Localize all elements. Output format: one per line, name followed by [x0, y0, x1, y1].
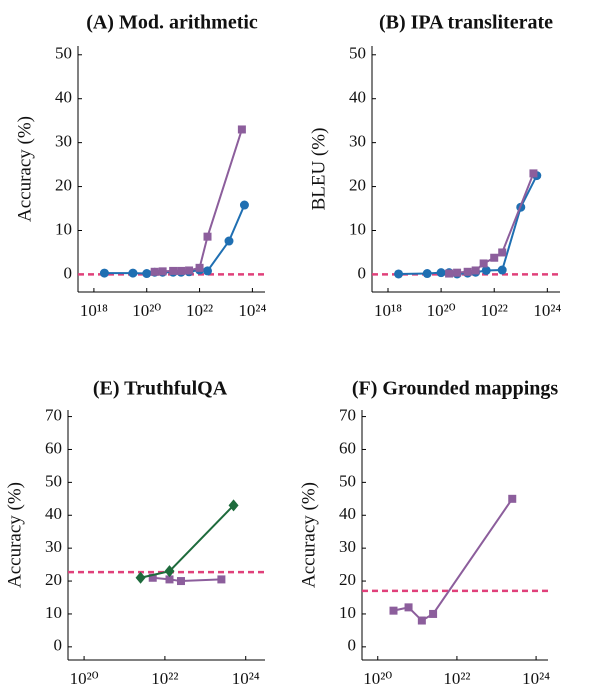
point — [463, 267, 472, 276]
series-line — [104, 204, 246, 275]
y-axis-label: Accuracy (%) — [298, 482, 319, 588]
series-line — [152, 576, 222, 583]
y-tick-label: 30 — [55, 132, 72, 151]
point — [429, 609, 438, 618]
y-tick-label: 20 — [55, 175, 72, 194]
point — [99, 268, 109, 278]
point — [195, 263, 204, 272]
point — [498, 248, 507, 257]
y-tick-label: 0 — [358, 263, 367, 282]
point — [497, 265, 507, 275]
y-axis-label: Accuracy (%) — [4, 482, 25, 588]
y-tick-label: 60 — [45, 438, 62, 457]
point — [394, 269, 404, 279]
y-tick-label: 20 — [339, 570, 356, 589]
point — [481, 265, 491, 275]
point — [404, 603, 413, 612]
panel-title: (F) Grounded mappings — [352, 378, 559, 400]
y-tick-label: 0 — [54, 636, 63, 655]
point — [453, 268, 462, 277]
x-tick-label: 10²⁴ — [232, 669, 260, 688]
point — [142, 269, 152, 279]
series-line — [140, 504, 235, 579]
point — [237, 125, 246, 134]
y-tick-label: 40 — [55, 88, 72, 107]
point — [169, 266, 178, 275]
y-axis-label: BLEU (%) — [308, 128, 329, 211]
y-tick-label: 10 — [45, 603, 62, 622]
point — [176, 577, 185, 586]
panel-title: (A) Mod. arithmetic — [86, 12, 258, 34]
y-tick-label: 40 — [349, 88, 366, 107]
y-tick-label: 30 — [45, 537, 62, 556]
y-tick-label: 10 — [55, 219, 72, 238]
x-tick-label: 10²² — [481, 301, 508, 320]
y-tick-label: 50 — [339, 471, 356, 490]
point — [158, 267, 167, 276]
x-tick-label: 10¹⁸ — [80, 301, 108, 320]
y-tick-label: 70 — [339, 405, 356, 424]
series-line — [393, 498, 514, 622]
x-tick-label: 10¹⁸ — [374, 301, 402, 320]
point — [228, 499, 239, 512]
point — [490, 253, 499, 262]
point — [185, 266, 194, 275]
y-tick-label: 40 — [45, 504, 62, 523]
y-tick-label: 50 — [45, 471, 62, 490]
y-tick-label: 0 — [348, 636, 357, 655]
point — [436, 268, 446, 278]
series-line — [398, 175, 538, 275]
point — [128, 268, 138, 278]
x-tick-label: 10²⁰ — [363, 669, 392, 688]
point — [239, 200, 249, 210]
point — [203, 232, 212, 241]
panel-title: (B) IPA transliterate — [379, 12, 553, 34]
x-tick-label: 10²⁴ — [533, 301, 561, 320]
point — [165, 575, 174, 584]
point — [148, 573, 157, 582]
point — [529, 169, 538, 178]
y-tick-label: 50 — [55, 44, 72, 63]
x-tick-label: 10²⁰ — [427, 301, 456, 320]
x-tick-label: 10²⁴ — [522, 669, 550, 688]
point — [150, 267, 159, 276]
point — [224, 236, 234, 246]
point — [422, 269, 432, 279]
point — [508, 494, 517, 503]
x-tick-label: 10²⁴ — [238, 301, 266, 320]
point — [217, 575, 226, 584]
point — [479, 259, 488, 268]
point — [135, 571, 146, 584]
y-tick-label: 20 — [45, 570, 62, 589]
point — [417, 616, 426, 625]
x-tick-label: 10²⁰ — [70, 669, 99, 688]
y-tick-label: 20 — [349, 175, 366, 194]
y-tick-label: 30 — [339, 537, 356, 556]
y-tick-label: 40 — [339, 504, 356, 523]
x-tick-label: 10²² — [443, 669, 470, 688]
series-line — [154, 129, 243, 273]
y-tick-label: 30 — [349, 132, 366, 151]
y-tick-label: 0 — [64, 263, 73, 282]
y-tick-label: 50 — [349, 44, 366, 63]
y-tick-label: 10 — [349, 219, 366, 238]
x-tick-label: 10²² — [186, 301, 213, 320]
point — [177, 266, 186, 275]
point — [164, 565, 175, 578]
x-tick-label: 10²² — [151, 669, 178, 688]
y-tick-label: 70 — [45, 405, 62, 424]
point — [445, 269, 454, 278]
y-axis-label: Accuracy (%) — [14, 116, 35, 222]
x-tick-label: 10²⁰ — [132, 301, 161, 320]
point — [203, 266, 213, 276]
panel-title: (E) TruthfulQA — [93, 378, 228, 400]
point — [471, 266, 480, 275]
y-tick-label: 60 — [339, 438, 356, 457]
y-tick-label: 10 — [339, 603, 356, 622]
point — [389, 606, 398, 615]
